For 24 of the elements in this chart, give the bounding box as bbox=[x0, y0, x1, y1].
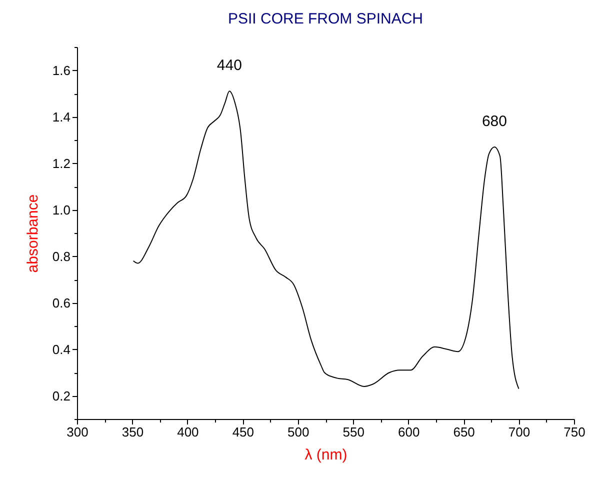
x-tick-label: 750 bbox=[564, 424, 586, 440]
x-tick-label: 550 bbox=[342, 424, 364, 440]
annotation: 440 bbox=[216, 57, 242, 74]
x-axis-title: λ (nm) bbox=[304, 446, 348, 464]
y-tick-label: 1.6 bbox=[52, 62, 70, 78]
x-tick-label: 600 bbox=[398, 424, 420, 440]
y-tick-label: 0.2 bbox=[52, 388, 70, 404]
x-tick-label: 450 bbox=[232, 424, 254, 440]
x-tick-label: 650 bbox=[453, 424, 475, 440]
chart-title: PSII CORE FROM SPINACH bbox=[228, 10, 424, 28]
x-tick-label: 700 bbox=[508, 424, 530, 440]
x-tick-label: 350 bbox=[122, 424, 144, 440]
x-tick-label: 500 bbox=[288, 424, 310, 440]
annotation: 680 bbox=[482, 112, 507, 130]
y-tick-label: 0.4 bbox=[52, 342, 70, 357]
y-axis-title: absorbance bbox=[24, 194, 42, 273]
y-tick-label: 0.6 bbox=[52, 295, 70, 310]
y-tick-label: 0.8 bbox=[52, 248, 70, 264]
line-series bbox=[132, 90, 520, 390]
y-tick-label: 1.4 bbox=[52, 109, 70, 124]
x-tick-label: 400 bbox=[177, 424, 199, 440]
x-tick-label: 300 bbox=[66, 424, 88, 440]
y-tick-label: 1.0 bbox=[52, 202, 70, 218]
y-tick-label: 1.2 bbox=[52, 156, 70, 171]
